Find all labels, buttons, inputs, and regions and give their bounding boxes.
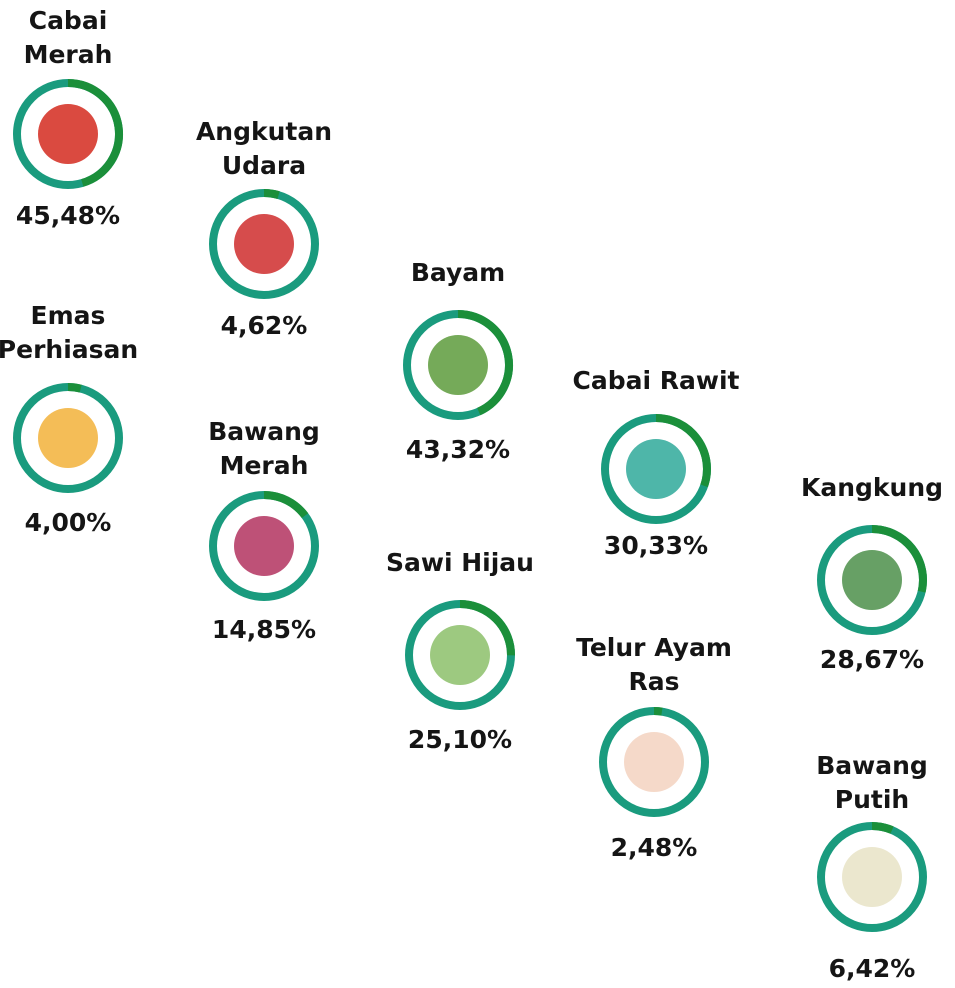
value-label: 30,33%: [604, 531, 708, 560]
item-label: Bayam: [411, 258, 505, 287]
value-label: 45,48%: [16, 201, 120, 230]
ring-arc: [653, 707, 663, 716]
item-label: Perhiasan: [0, 335, 138, 364]
item-label: Merah: [24, 40, 113, 69]
icon: [234, 516, 294, 576]
value-label: 2,48%: [611, 833, 698, 862]
item-label: Kangkung: [801, 473, 943, 502]
ring-arc: [67, 79, 123, 187]
item-label: Telur Ayam: [576, 633, 732, 662]
icon: [626, 439, 686, 499]
item-label: Bawang: [816, 751, 928, 780]
icon: [842, 847, 902, 907]
ring-arc: [263, 491, 309, 519]
value-label: 28,67%: [820, 645, 924, 674]
icon: [842, 550, 902, 610]
icon: [38, 104, 98, 164]
item-label: Bawang: [208, 417, 320, 446]
item-label: Ras: [628, 667, 679, 696]
item-label: Putih: [835, 785, 909, 814]
icon: [624, 732, 684, 792]
ring-arc: [655, 414, 711, 488]
value-label: 4,62%: [221, 311, 308, 340]
ring-arc: [457, 310, 513, 416]
icon: [428, 335, 488, 395]
value-label: 25,10%: [408, 725, 512, 754]
item-label: Cabai Rawit: [573, 366, 740, 395]
icon: [430, 625, 490, 685]
ring-arc: [871, 525, 927, 593]
ring-arc: [459, 600, 515, 656]
icon: [234, 214, 294, 274]
item-label: Sawi Hijau: [386, 548, 534, 577]
value-label: 6,42%: [829, 954, 916, 983]
item-label: Emas: [31, 301, 106, 330]
ring-arc: [871, 822, 894, 834]
icon: [38, 408, 98, 468]
item-label: Merah: [220, 451, 309, 480]
item-label: Udara: [222, 151, 306, 180]
item-label: Angkutan: [196, 117, 332, 146]
ring-arc: [67, 383, 82, 393]
value-label: 43,32%: [406, 435, 510, 464]
item-label: Cabai: [29, 6, 108, 35]
value-label: 14,85%: [212, 615, 316, 644]
value-label: 4,00%: [25, 508, 112, 537]
ring-arc: [263, 189, 280, 200]
